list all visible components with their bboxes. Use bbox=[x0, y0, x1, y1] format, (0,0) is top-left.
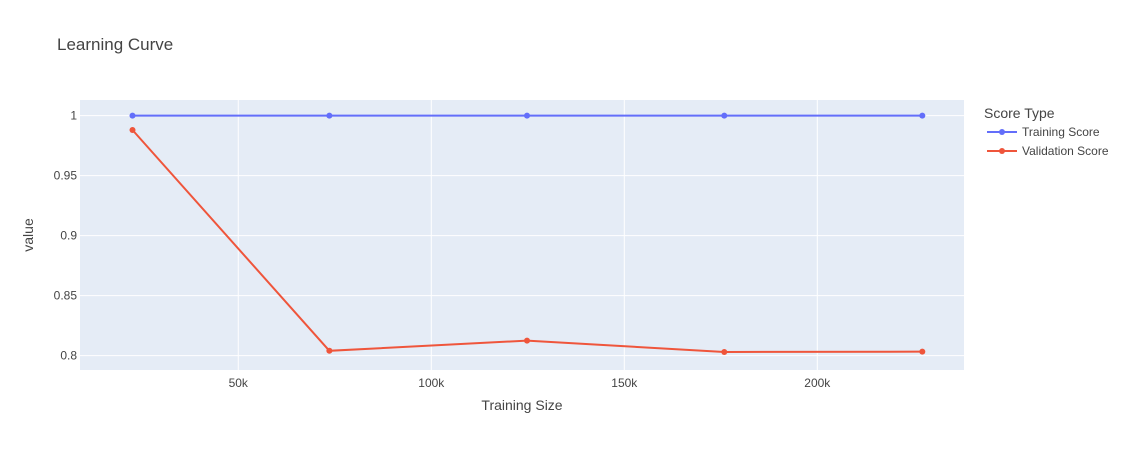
y-tick-label: 1 bbox=[70, 109, 77, 123]
series-0-point bbox=[326, 112, 333, 119]
plot-area bbox=[80, 100, 964, 370]
legend-item-0[interactable]: Training Score bbox=[1022, 125, 1100, 139]
y-tick-label: 0.9 bbox=[60, 229, 77, 243]
y-tick-label: 0.95 bbox=[54, 169, 78, 183]
series-1-point bbox=[129, 127, 136, 133]
y-axis-title: value bbox=[20, 218, 36, 252]
y-tick-label: 0.85 bbox=[54, 289, 78, 303]
x-tick-label: 150k bbox=[611, 376, 638, 390]
legend-item-1[interactable]: Validation Score bbox=[1022, 144, 1109, 158]
series-1-point bbox=[919, 348, 926, 355]
legend: Score Type Training Score Validation Scor… bbox=[984, 105, 1109, 158]
x-tick-label: 50k bbox=[229, 376, 249, 390]
series-0-point bbox=[524, 112, 531, 119]
series-0-point bbox=[721, 112, 728, 119]
x-tick-label: 100k bbox=[418, 376, 445, 390]
y-tick-labels: 0.8 0.85 0.9 0.95 1 bbox=[54, 109, 78, 363]
series-0-point bbox=[129, 112, 136, 119]
legend-marker-0 bbox=[999, 129, 1005, 135]
x-gridlines bbox=[237, 100, 818, 370]
chart-title: Learning Curve bbox=[57, 35, 173, 54]
series-1-point bbox=[524, 337, 531, 344]
series-layer bbox=[129, 112, 926, 355]
series-0-point bbox=[919, 112, 926, 119]
series-1-point bbox=[326, 347, 333, 354]
x-tick-label: 200k bbox=[804, 376, 831, 390]
series-1-point bbox=[721, 349, 728, 355]
y-tick-label: 0.8 bbox=[60, 349, 77, 363]
legend-marker-1 bbox=[999, 148, 1005, 154]
x-tick-labels: 50k 100k 150k 200k bbox=[229, 376, 832, 390]
x-axis-title: Training Size bbox=[481, 397, 562, 413]
legend-title: Score Type bbox=[984, 105, 1055, 121]
